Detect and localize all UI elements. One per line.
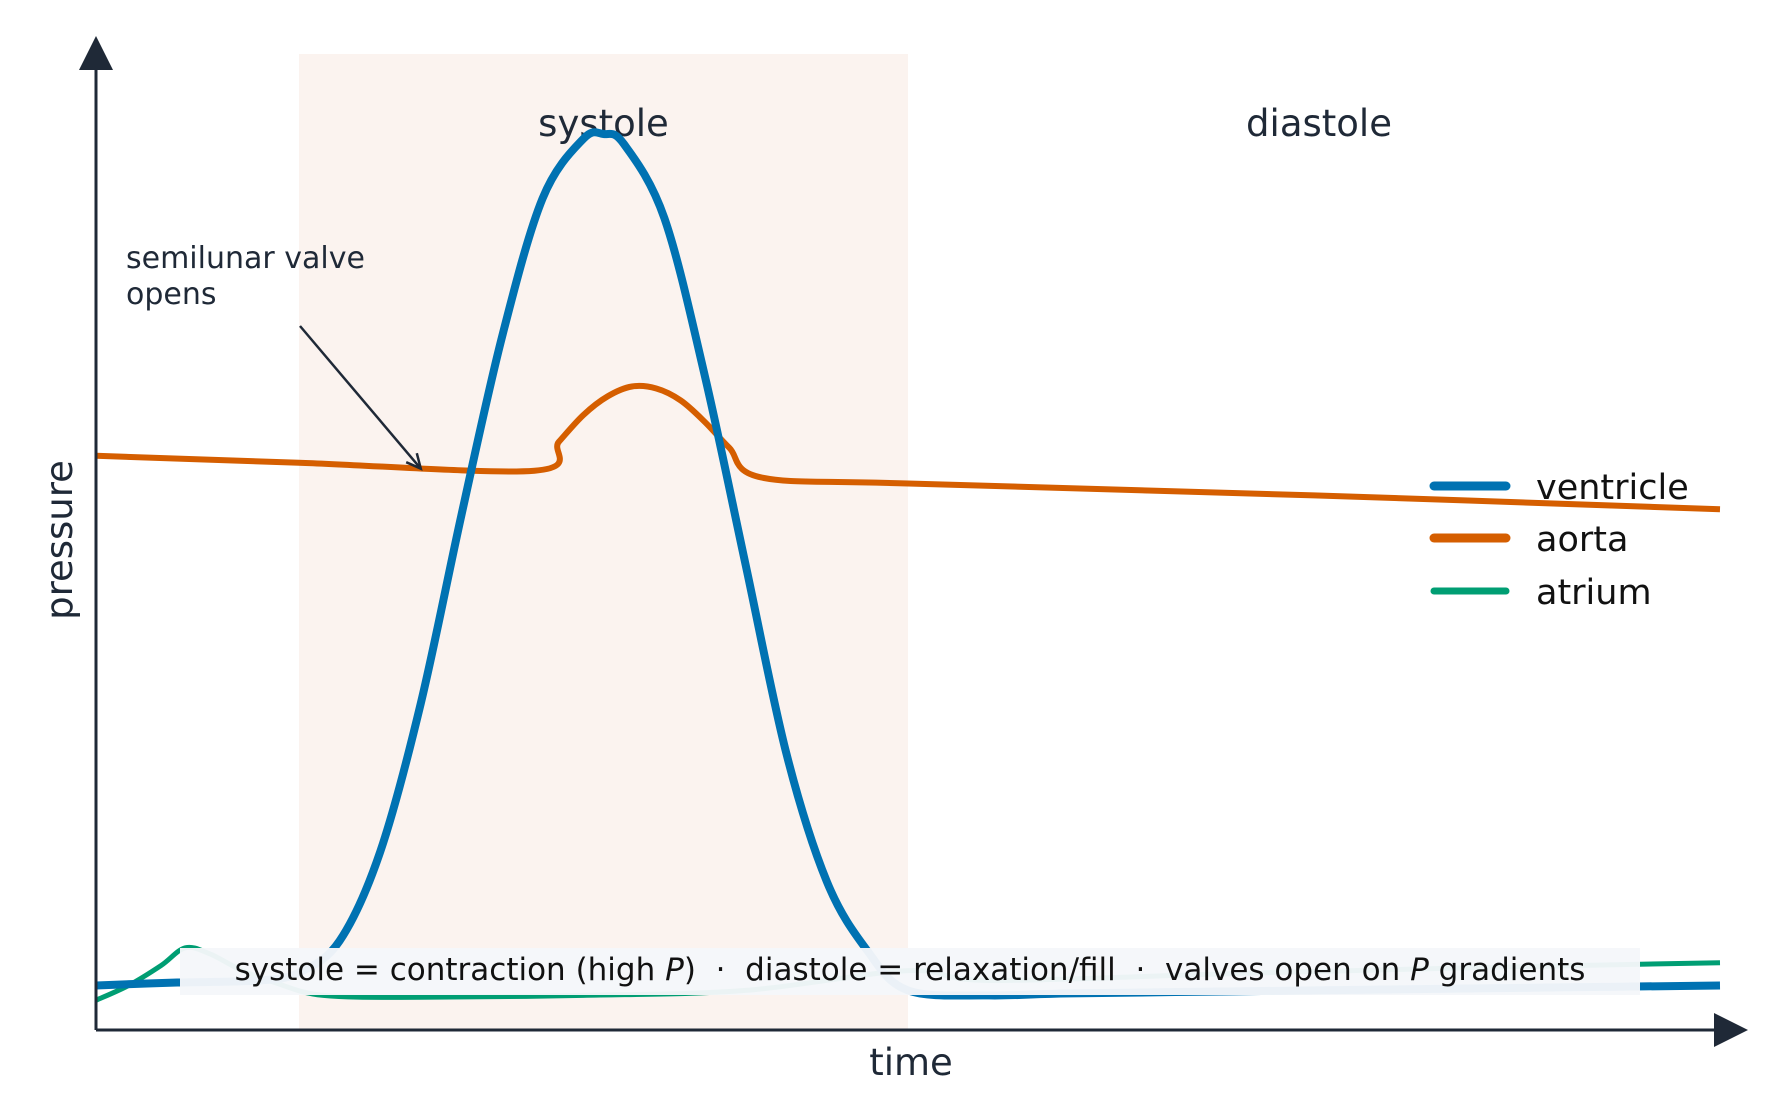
annotation-line-2: opens xyxy=(126,277,217,312)
caption-suffix: gradients xyxy=(1429,952,1586,988)
caption-prefix: systole = contraction (high xyxy=(235,952,666,988)
y-axis-label: pressure xyxy=(38,460,81,620)
series-line-aorta xyxy=(96,382,1721,513)
caption-background xyxy=(180,948,1640,995)
caption-box: systole = contraction (high P) · diastol… xyxy=(180,948,1640,995)
systole-label: systole xyxy=(538,102,669,145)
caption-text: systole = contraction (high P) · diastol… xyxy=(235,952,1586,988)
legend-label-aorta: aorta xyxy=(1536,520,1628,560)
annotation-arrow-head xyxy=(405,452,423,471)
semilunar-valve-annotation: semilunar valve opens xyxy=(126,241,423,471)
caption-p1: P xyxy=(665,952,684,988)
y-axis-arrow xyxy=(79,36,113,70)
legend-label-atrium: atrium xyxy=(1536,573,1652,613)
legend: ventricle aorta atrium xyxy=(1429,468,1689,613)
annotation-line-1: semilunar valve xyxy=(126,241,365,276)
x-axis-arrow xyxy=(1714,1013,1748,1047)
caption-middle: ) · diastole = relaxation/fill · valves … xyxy=(684,952,1410,988)
diastole-label: diastole xyxy=(1246,102,1392,145)
x-axis-label: time xyxy=(869,1041,953,1084)
systole-region xyxy=(299,54,908,1030)
annotation-arrow xyxy=(299,325,422,470)
caption-p2: P xyxy=(1410,952,1429,988)
legend-label-ventricle: ventricle xyxy=(1536,468,1689,508)
